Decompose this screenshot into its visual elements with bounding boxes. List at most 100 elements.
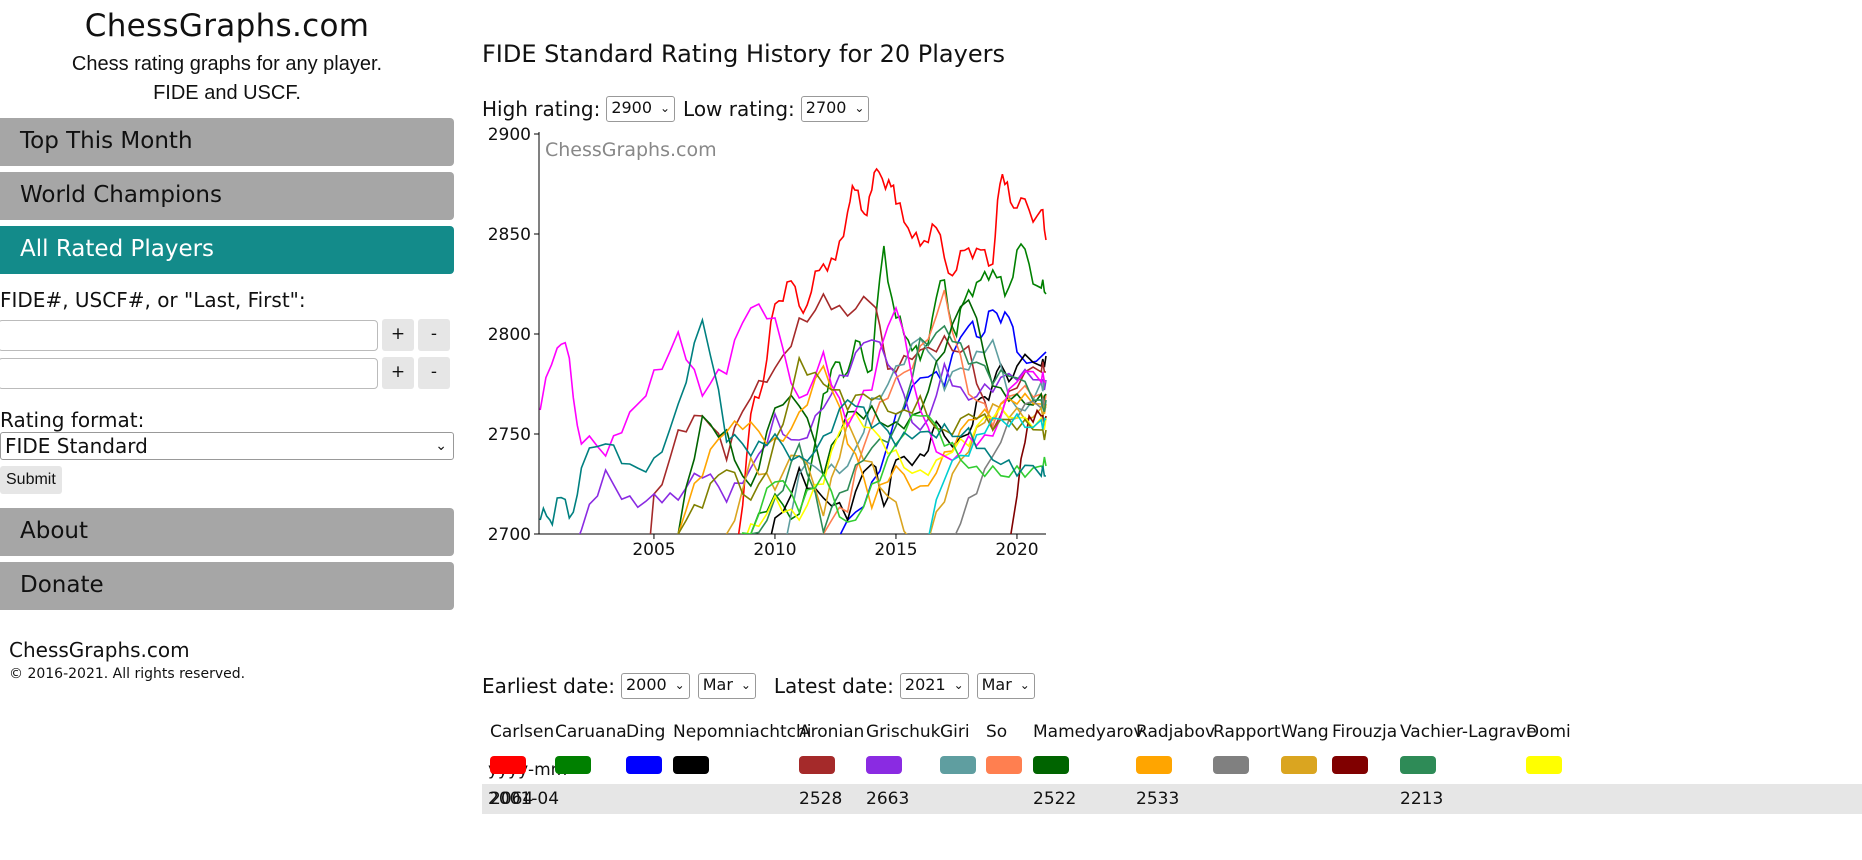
table-cell-mamedyarov: 2522: [1033, 789, 1077, 809]
tagline-line-2: FIDE and USCF.: [153, 82, 301, 104]
table-cell-vachier-lagrave: 2213: [1400, 789, 1444, 809]
color-swatch-radjabov[interactable]: [1136, 756, 1172, 774]
add-player-button-1[interactable]: +: [382, 319, 414, 351]
column-header-rapport: Rapport: [1213, 722, 1281, 742]
table-cell-radjabov: 2533: [1136, 789, 1180, 809]
y-tick-label-1: 2850: [488, 225, 531, 245]
series-line-caruana: [750, 242, 1047, 534]
color-swatch-ding[interactable]: [626, 756, 662, 774]
column-header-domi: Domi: [1526, 722, 1571, 742]
sidebar: ChessGraphs.com Chess rating graphs for …: [0, 0, 454, 682]
page-title: FIDE Standard Rating History for 20 Play…: [482, 40, 1005, 68]
chevron-down-icon: ⌄: [854, 101, 865, 115]
column-header-nepomniachtchi: Nepomniachtchi: [673, 722, 812, 742]
column-header-ding: Ding: [626, 722, 666, 742]
color-swatch-giri[interactable]: [940, 756, 976, 774]
table-cell-grischuk: 2663: [866, 789, 910, 809]
series-line-ding: [839, 309, 1047, 534]
x-tick-label-1: 2010: [753, 540, 796, 560]
earliest-month-select[interactable]: Mar ⌄: [697, 673, 756, 699]
earliest-year-select[interactable]: 2000 ⌄: [621, 673, 690, 699]
color-swatch-firouzja[interactable]: [1332, 756, 1368, 774]
table-cell-date: 2001-04: [488, 789, 560, 809]
color-swatch-mamedyarov[interactable]: [1033, 756, 1069, 774]
chevron-down-icon: ⌄: [659, 101, 671, 115]
latest-month-value: Mar: [981, 675, 1012, 694]
color-swatch-rapport[interactable]: [1213, 756, 1249, 774]
footer-copyright: © 2016-2021. All rights reserved.: [9, 666, 246, 682]
site-title[interactable]: ChessGraphs.com: [84, 8, 370, 44]
color-swatch-carlsen[interactable]: [490, 756, 526, 774]
latest-month-select[interactable]: Mar ⌄: [976, 673, 1035, 699]
series-line-topalov: [539, 302, 1047, 462]
tagline-line-1: Chess rating graphs for any player.: [71, 53, 383, 75]
color-swatch-caruana[interactable]: [555, 756, 591, 774]
low-rating-label: Low rating:: [683, 97, 795, 121]
column-header-mamedyarov: Mamedyarov: [1033, 722, 1144, 742]
table-row: 2001-04 2064 2528 2663 2522 2533 2213: [482, 784, 1862, 814]
series-line-nepomniachtchi: [770, 353, 1047, 534]
color-swatch-vachier-lagrave[interactable]: [1400, 756, 1436, 774]
chevron-down-icon: ⌄: [435, 438, 447, 454]
rating-history-chart: 2900 2850 2800 2750 2700 2005 2010 2015 2020 Ches…: [488, 125, 1047, 560]
nav-top-this-month[interactable]: Top This Month: [0, 118, 454, 166]
column-header-caruana: Caruana: [555, 722, 627, 742]
latest-year-value: 2021: [904, 675, 946, 694]
submit-button[interactable]: Submit: [0, 466, 62, 494]
color-swatch-nepomniachtchi[interactable]: [673, 756, 709, 774]
high-rating-label: High rating:: [482, 97, 601, 121]
nav-world-champions[interactable]: World Champions: [0, 172, 454, 220]
column-header-firouzja: Firouzja: [1332, 722, 1398, 742]
color-swatch-domi[interactable]: [1526, 756, 1562, 774]
column-header-radjabov: Radjabov: [1136, 722, 1216, 742]
y-tick-label-3: 2750: [488, 425, 531, 445]
add-player-button-2[interactable]: +: [382, 357, 414, 389]
chevron-down-icon: ⌄: [953, 678, 964, 692]
rating-format-value: FIDE Standard: [5, 434, 148, 458]
latest-date-label: Latest date:: [773, 674, 894, 698]
color-swatch-grischuk[interactable]: [866, 756, 902, 774]
color-swatch-so[interactable]: [986, 756, 1022, 774]
high-rating-select[interactable]: 2900 ⌄: [606, 96, 676, 122]
remove-player-button-1[interactable]: -: [418, 319, 450, 351]
color-swatch-wang[interactable]: [1281, 756, 1317, 774]
earliest-date-label: Earliest date:: [482, 674, 615, 698]
table-cell-aronian: 2528: [799, 789, 843, 809]
player-input-2[interactable]: [0, 357, 378, 389]
date-range-controls: Earliest date: 2000 ⌄ Mar ⌄ Latest date: 2…: [482, 673, 1043, 699]
series-line-harikrishna: [741, 414, 1047, 534]
x-tick-label-0: 2005: [632, 540, 675, 560]
nav-donate[interactable]: Donate: [0, 562, 454, 610]
series-line-dominguez: [746, 406, 1047, 534]
series-line-duda: [928, 412, 1047, 534]
color-swatch-aronian[interactable]: [799, 756, 835, 774]
chevron-down-icon: ⌄: [1019, 678, 1030, 692]
remove-player-button-2[interactable]: -: [418, 357, 450, 389]
player-input-1[interactable]: [0, 319, 378, 351]
x-tick-label-3: 2020: [995, 540, 1038, 560]
footer-site-name: ChessGraphs.com: [9, 638, 190, 662]
nav-all-rated-players[interactable]: All Rated Players: [0, 226, 454, 274]
low-rating-select[interactable]: 2700 ⌄: [800, 96, 870, 122]
rating-format-select[interactable]: FIDE Standard ⌄: [0, 432, 454, 460]
column-header-carlsen: Carlsen: [490, 722, 555, 742]
y-tick-label-0: 2900: [488, 125, 531, 145]
series-line-svidler: [539, 317, 1047, 528]
nav-about[interactable]: About: [0, 508, 454, 556]
column-header-wang: Wang: [1281, 722, 1329, 742]
x-tick-label-2: 2015: [874, 540, 917, 560]
series-line-mamedyarov: [677, 298, 1047, 534]
column-header-so: So: [986, 722, 1008, 742]
series-line-radjabov: [677, 364, 1047, 534]
rating-format-label: Rating format:: [0, 408, 145, 432]
y-tick-label-2: 2800: [488, 325, 531, 345]
earliest-year-value: 2000: [626, 675, 667, 694]
latest-year-select[interactable]: 2021 ⌄: [899, 673, 969, 699]
series-line-grischuk: [578, 339, 1047, 534]
column-header-grischuk: Grischuk: [866, 722, 941, 742]
y-tick-label-4: 2700: [488, 525, 531, 545]
table-cell-carlsen: 2064: [490, 789, 534, 809]
earliest-month-value: Mar: [702, 675, 733, 694]
chevron-down-icon: ⌄: [674, 678, 685, 692]
series-line-firouzja: [1010, 408, 1047, 534]
